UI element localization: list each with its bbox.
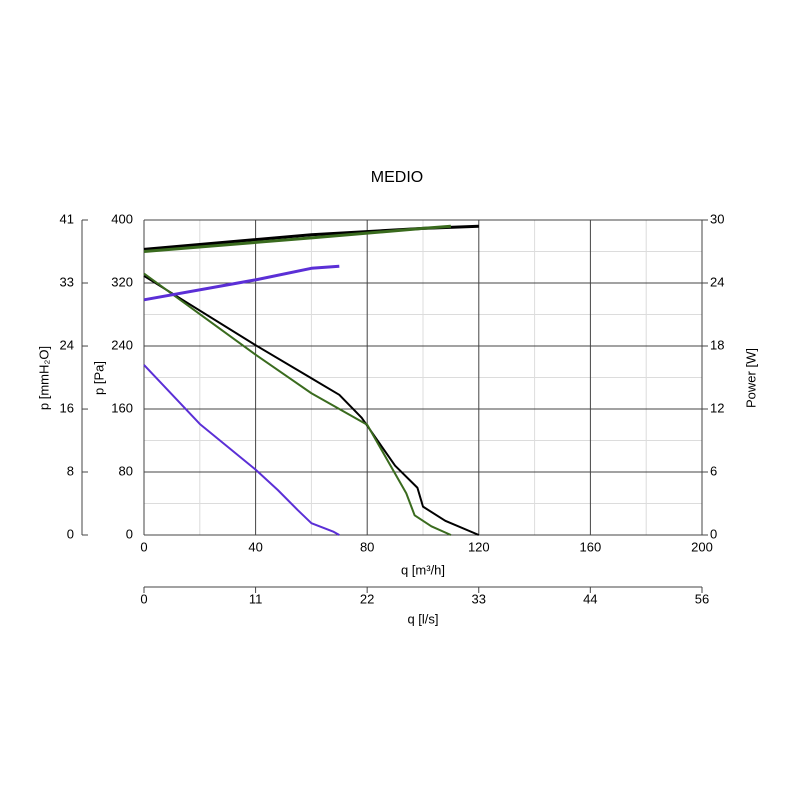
y2-tick-label: 30 [710, 211, 724, 226]
y2-tick-label: 12 [710, 400, 724, 415]
y2-tick-label: 6 [710, 463, 717, 478]
series-line [143, 275, 480, 536]
y-tick-label: 160 [111, 400, 133, 415]
series-line [143, 272, 452, 536]
y-tick-label: 400 [111, 211, 133, 226]
y3-tick-label: 24 [60, 337, 74, 352]
x-tick-label: 0 [140, 539, 147, 554]
series-line [143, 224, 452, 253]
y2-axis-title: Power [W] [743, 348, 758, 408]
x2-tick-label: 33 [472, 591, 486, 606]
x-tick-label: 160 [580, 539, 602, 554]
y3-tick-label: 41 [60, 211, 74, 226]
y3-tick-label: 8 [67, 463, 74, 478]
x-axis-title: q [m³/h] [401, 562, 445, 577]
y-tick-label: 80 [119, 463, 133, 478]
series-line [143, 364, 340, 536]
y-tick-label: 240 [111, 337, 133, 352]
y2-tick-label: 0 [710, 526, 717, 541]
x2-axis-title: q [l/s] [407, 611, 438, 626]
x-tick-label: 200 [691, 539, 713, 554]
x-tick-label: 80 [360, 539, 374, 554]
x2-tick-label: 44 [583, 591, 597, 606]
series-line [143, 264, 340, 302]
y3-tick-label: 33 [60, 274, 74, 289]
y-axis-title: p [Pa] [91, 361, 106, 395]
y2-tick-label: 24 [710, 274, 724, 289]
x2-tick-label: 11 [249, 591, 263, 606]
y3-axis-title: p [mmH₂O] [36, 346, 51, 410]
x-tick-label: 120 [468, 539, 490, 554]
x2-tick-label: 0 [140, 591, 147, 606]
chart-title: MEDIO [371, 169, 423, 186]
x-tick-label: 40 [248, 539, 262, 554]
y-tick-label: 320 [111, 274, 133, 289]
y-tick-label: 0 [126, 526, 133, 541]
x2-tick-label: 56 [695, 591, 709, 606]
y2-tick-label: 18 [710, 337, 724, 352]
y3-tick-label: 0 [67, 526, 74, 541]
y3-tick-label: 16 [60, 400, 74, 415]
x2-tick-label: 22 [360, 591, 374, 606]
